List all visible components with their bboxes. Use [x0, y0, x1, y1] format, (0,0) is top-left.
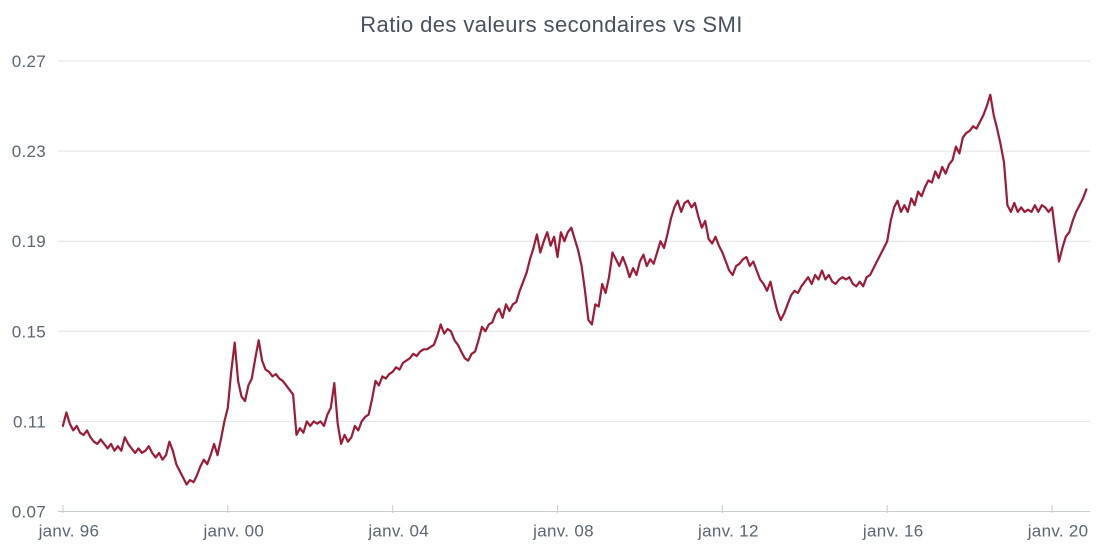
x-tick-label: janv. 96	[38, 522, 100, 541]
x-tick-label: janv. 08	[532, 522, 594, 541]
y-tick-label: 0.15	[12, 322, 46, 341]
y-tick-label: 0.19	[12, 232, 46, 251]
y-tick-label: 0.07	[12, 503, 46, 522]
x-tick-label: janv. 12	[697, 522, 759, 541]
y-tick-label: 0.27	[12, 52, 46, 71]
x-tick-label: janv. 20	[1027, 522, 1089, 541]
x-tick-label: janv. 16	[862, 522, 924, 541]
y-tick-label: 0.23	[12, 142, 46, 161]
y-tick-label: 0.11	[13, 412, 46, 431]
x-tick-label: janv. 04	[367, 522, 429, 541]
x-tick-label: janv. 00	[202, 522, 264, 541]
chart-title: Ratio des valeurs secondaires vs SMI	[360, 12, 743, 37]
series-line-ratio	[61, 93, 1088, 486]
